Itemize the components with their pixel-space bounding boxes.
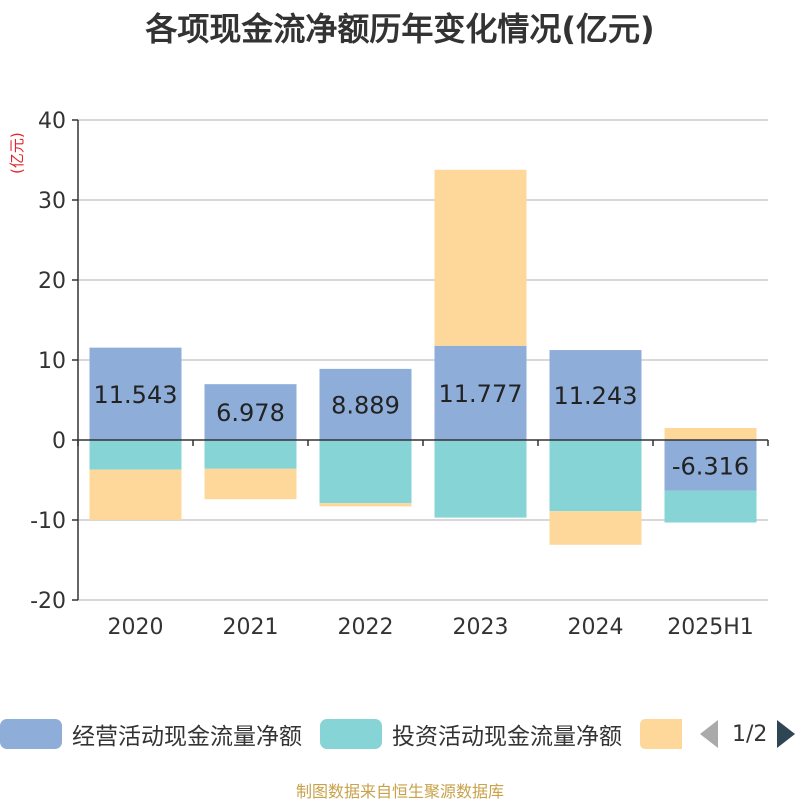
legend-next-page-icon[interactable] xyxy=(777,720,796,748)
legend-swatch-investing xyxy=(320,719,382,749)
bar-operating xyxy=(664,440,757,491)
x-tick-label: 2022 xyxy=(338,615,394,640)
bar-operating xyxy=(434,345,527,440)
bar-operating xyxy=(89,347,182,440)
legend-item-investing[interactable]: 投资活动现金流量净额 xyxy=(320,716,622,752)
x-tick-label: 2021 xyxy=(223,615,279,640)
stacked-bar-chart: -20 -10 0 10 20 30 40 11.543 6.978 8.889 11.777 11.… xyxy=(30,109,769,640)
legend-item-financing[interactable] xyxy=(640,716,682,752)
data-label: -6.316 xyxy=(672,452,749,480)
legend-prev-page-icon[interactable] xyxy=(700,720,718,748)
y-tick-label: 20 xyxy=(38,269,66,294)
data-label: 11.777 xyxy=(439,380,523,408)
legend-label-investing: 投资活动现金流量净额 xyxy=(392,724,622,750)
bar-investing xyxy=(664,490,757,523)
y-tick-label: 30 xyxy=(38,189,66,214)
data-label: 11.543 xyxy=(94,381,178,409)
bar-financing xyxy=(549,511,642,545)
y-tick-label: -10 xyxy=(30,509,66,534)
data-source-note: 制图数据来自恒生聚源数据库 xyxy=(295,782,504,801)
data-label: 6.978 xyxy=(216,399,285,427)
data-label: 11.243 xyxy=(554,382,638,410)
y-tick-label: 40 xyxy=(38,109,66,134)
x-tick-label: 2024 xyxy=(568,615,624,640)
x-tick-label: 2025H1 xyxy=(667,615,754,640)
x-tick-label: 2020 xyxy=(108,615,164,640)
legend-pager: 1/2 xyxy=(700,716,796,752)
y-tick-label: -20 xyxy=(30,589,66,614)
bar-investing xyxy=(204,440,297,469)
bar-financing xyxy=(204,468,297,500)
bar-investing xyxy=(434,440,527,518)
bar-financing xyxy=(89,469,182,520)
legend: 经营活动现金流量净额 投资活动现金流量净额 1/2 xyxy=(0,716,800,756)
bar-financing xyxy=(434,169,527,346)
bar-financing xyxy=(319,503,412,507)
legend-label-operating: 经营活动现金流量净额 xyxy=(72,724,302,750)
bar-operating xyxy=(549,350,642,440)
legend-swatch-financing xyxy=(640,719,682,749)
chart-title: 各项现金流净额历年变化情况(亿元) xyxy=(145,10,655,48)
data-label: 8.889 xyxy=(331,391,400,419)
bar-investing xyxy=(89,440,182,470)
legend-swatch-operating xyxy=(0,719,62,749)
bar-investing xyxy=(549,440,642,512)
legend-item-operating[interactable]: 经营活动现金流量净额 xyxy=(0,716,302,752)
legend-page-indicator: 1/2 xyxy=(732,721,768,747)
bar-financing xyxy=(664,428,757,440)
y-tick-label: 0 xyxy=(52,429,66,454)
bar-investing xyxy=(319,440,412,504)
x-tick-label: 2023 xyxy=(453,615,509,640)
y-tick-label: 10 xyxy=(38,349,66,374)
bar-operating xyxy=(319,368,412,440)
bar-operating xyxy=(204,384,297,440)
